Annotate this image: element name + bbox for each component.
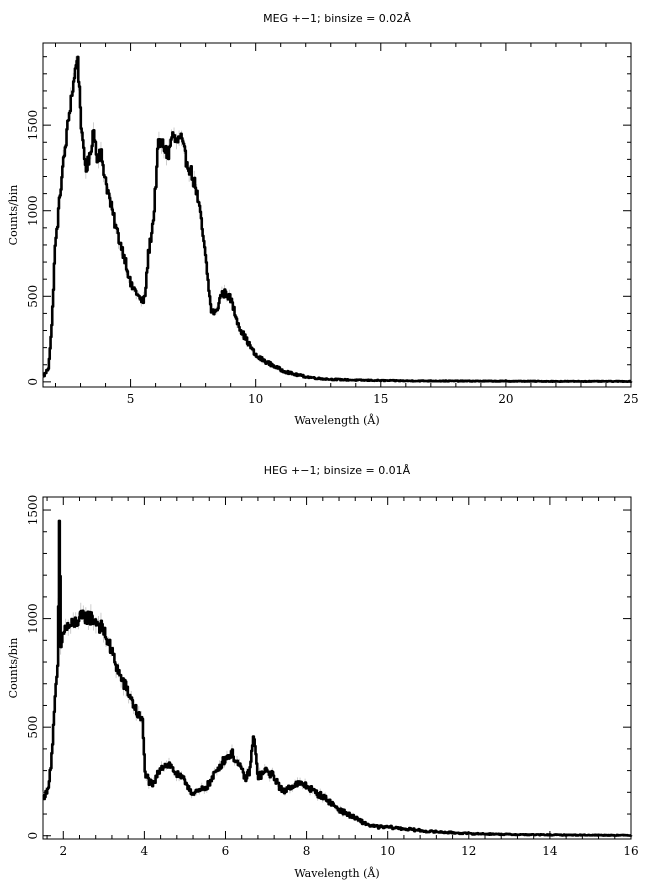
heg-x-axis-label: Wavelength (Å) <box>294 866 379 880</box>
meg-x-tick-label: 5 <box>127 392 135 406</box>
heg-x-tick-label: 4 <box>141 844 149 858</box>
meg-x-axis-label: Wavelength (Å) <box>294 413 379 427</box>
meg-plot-frame <box>42 42 632 388</box>
heg-x-tick-label: 8 <box>303 844 311 858</box>
heg-x-tick-label: 16 <box>623 844 638 858</box>
meg-x-tick-label: 10 <box>248 392 263 406</box>
meg-chart-title: MEG +−1; binsize = 0.02Å <box>263 12 411 25</box>
meg-error-bars <box>42 56 631 382</box>
meg-y-tick-label: 500 <box>26 285 40 308</box>
heg-y-tick-label: 0 <box>26 832 40 840</box>
meg-y-tick-label: 1500 <box>26 110 40 141</box>
meg-x-tick-label: 15 <box>373 392 388 406</box>
heg-spectrum-panel: HEG +−1; binsize = 0.01Å 2 4 6 8 10 12 14 16 0 500… <box>7 464 639 880</box>
heg-error-bars <box>42 598 631 836</box>
meg-spectrum-panel: MEG +−1; binsize = 0.02Å 5 10 15 20 25 0 500 100… <box>7 12 639 427</box>
meg-y-tick-label: 0 <box>26 378 40 386</box>
heg-y-axis-label: Counts/bin <box>7 638 20 699</box>
meg-y-tick-label: 1000 <box>26 195 40 226</box>
heg-x-tick-label: 12 <box>461 844 476 858</box>
heg-x-tick-label: 10 <box>380 844 395 858</box>
meg-y-axis-label: Counts/bin <box>7 185 20 246</box>
heg-plot-frame <box>42 496 632 840</box>
heg-spectrum-line <box>42 519 633 837</box>
meg-x-tick-label: 25 <box>623 392 638 406</box>
meg-spectrum-line <box>42 55 633 383</box>
heg-y-tick-label: 1500 <box>26 495 40 526</box>
heg-y-tick-label: 1000 <box>26 603 40 634</box>
meg-x-tick-label: 20 <box>498 392 513 406</box>
heg-x-tick-label: 2 <box>59 844 67 858</box>
heg-chart-title: HEG +−1; binsize = 0.01Å <box>264 464 411 477</box>
heg-y-tick-label: 500 <box>26 716 40 739</box>
heg-x-tick-label: 6 <box>222 844 230 858</box>
heg-x-tick-label: 14 <box>542 844 558 858</box>
